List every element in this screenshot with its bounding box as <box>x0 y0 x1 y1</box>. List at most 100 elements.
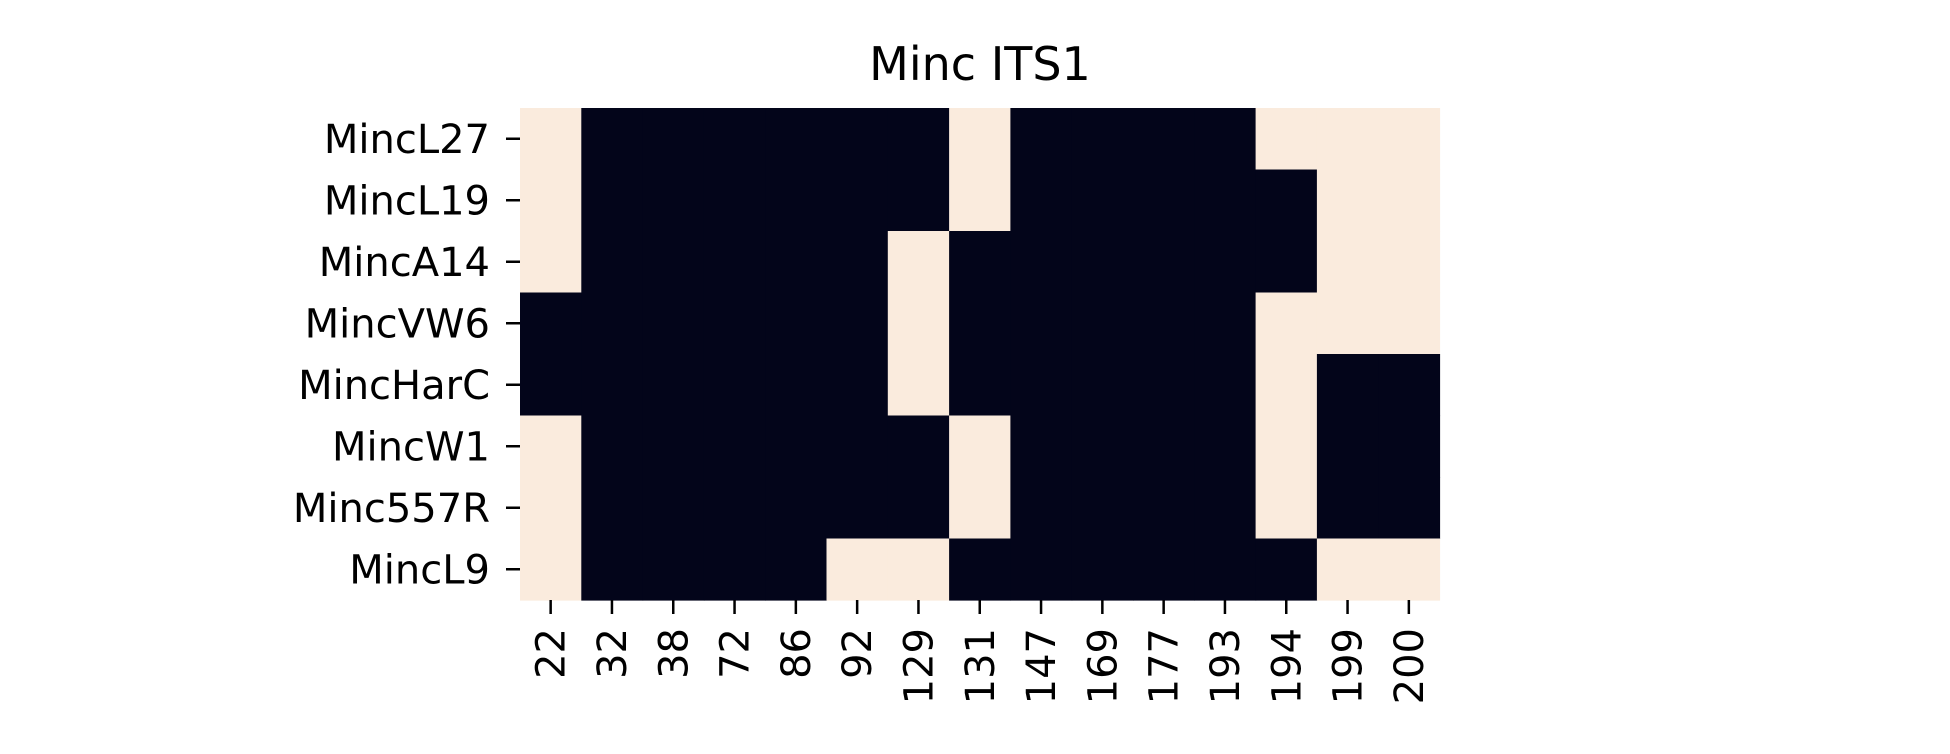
heatmap-cell-Minc557R-131 <box>949 477 1011 540</box>
heatmap-cell-MincA14-129 <box>887 231 950 294</box>
heatmap-cell-MincL19-177 <box>1133 169 1195 232</box>
heatmap-cell-MincL9-22 <box>520 538 582 601</box>
heatmap-cell-MincL19-193 <box>1194 169 1257 232</box>
heatmap-cell-MincW1-86 <box>765 415 828 478</box>
y-tick-label-MincL27: MincL27 <box>324 117 490 163</box>
x-tick-label-92: 92 <box>835 628 881 679</box>
heatmap-cell-MincW1-72 <box>703 415 766 478</box>
heatmap-cell-MincVW6-22 <box>520 292 582 355</box>
y-tick-label-MincVW6: MincVW6 <box>305 301 490 347</box>
heatmap-cell-MincVW6-32 <box>581 292 644 355</box>
heatmap-cell-MincA14-147 <box>1010 231 1073 294</box>
heatmap-cell-MincL9-129 <box>887 538 950 601</box>
heatmap-cell-MincW1-177 <box>1133 415 1195 478</box>
heatmap-cell-MincL19-92 <box>826 169 889 232</box>
heatmap-cell-MincL27-131 <box>949 108 1011 171</box>
heatmap-cell-MincA14-22 <box>520 231 582 294</box>
heatmap-cell-MincW1-22 <box>520 415 582 478</box>
heatmap-cell-MincA14-177 <box>1133 231 1195 294</box>
heatmap-cell-Minc557R-194 <box>1255 477 1318 540</box>
x-tick-label-194: 194 <box>1264 628 1310 704</box>
x-tick-label-193: 193 <box>1203 628 1249 704</box>
heatmap-cell-MincVW6-177 <box>1133 292 1195 355</box>
heatmap-cell-MincL27-86 <box>765 108 828 171</box>
heatmap-cell-MincA14-193 <box>1194 231 1257 294</box>
heatmap-cell-MincW1-169 <box>1071 415 1134 478</box>
heatmap-cell-MincL9-193 <box>1194 538 1257 601</box>
heatmap-cell-MincL9-72 <box>703 538 766 601</box>
heatmap-cell-Minc557R-22 <box>520 477 582 540</box>
heatmap-cell-MincL9-86 <box>765 538 828 601</box>
heatmap-cell-MincL9-131 <box>949 538 1011 601</box>
heatmap-cell-MincVW6-38 <box>642 292 705 355</box>
heatmap-cell-MincHarC-131 <box>949 354 1011 417</box>
heatmap-cell-MincA14-72 <box>703 231 766 294</box>
heatmap-cell-MincHarC-86 <box>765 354 828 417</box>
heatmap-cell-MincL9-199 <box>1316 538 1379 601</box>
heatmap-cell-MincL27-169 <box>1071 108 1134 171</box>
heatmap-cell-MincL27-200 <box>1378 108 1441 171</box>
y-tick-label-MincL9: MincL9 <box>349 547 490 593</box>
heatmap-cell-MincHarC-147 <box>1010 354 1073 417</box>
heatmap-cell-Minc557R-92 <box>826 477 889 540</box>
y-tick-label-MincW1: MincW1 <box>332 424 490 470</box>
heatmap-cell-MincHarC-199 <box>1316 354 1379 417</box>
chart-title: Minc ITS1 <box>869 37 1091 91</box>
heatmap-cell-MincVW6-200 <box>1378 292 1441 355</box>
heatmap-cell-MincVW6-131 <box>949 292 1011 355</box>
y-tick-label-MincA14: MincA14 <box>319 240 490 286</box>
heatmap-cell-MincW1-147 <box>1010 415 1073 478</box>
heatmap-cell-MincL19-72 <box>703 169 766 232</box>
heatmap-cell-MincL27-72 <box>703 108 766 171</box>
x-tick-label-199: 199 <box>1326 628 1372 704</box>
heatmap-cell-MincL19-129 <box>887 169 950 232</box>
heatmap-cell-MincHarC-22 <box>520 354 582 417</box>
heatmap-cell-MincHarC-32 <box>581 354 644 417</box>
x-tick-label-131: 131 <box>958 628 1004 704</box>
heatmap-cell-Minc557R-129 <box>887 477 950 540</box>
x-tick-label-177: 177 <box>1142 628 1188 704</box>
heatmap-cell-Minc557R-72 <box>703 477 766 540</box>
heatmap-cell-MincW1-92 <box>826 415 889 478</box>
heatmap-cell-MincW1-32 <box>581 415 644 478</box>
heatmap-cell-MincL27-22 <box>520 108 582 171</box>
heatmap-cells <box>520 108 1441 601</box>
x-tick-label-72: 72 <box>713 628 759 679</box>
heatmap-cell-MincHarC-194 <box>1255 354 1318 417</box>
heatmap-cell-MincHarC-72 <box>703 354 766 417</box>
heatmap-cell-MincW1-129 <box>887 415 950 478</box>
x-tick-label-86: 86 <box>774 628 820 679</box>
heatmap-cell-MincL27-32 <box>581 108 644 171</box>
heatmap-cell-MincL27-194 <box>1255 108 1318 171</box>
x-tick-label-129: 129 <box>896 628 942 704</box>
heatmap-cell-MincL19-199 <box>1316 169 1379 232</box>
x-tick-label-169: 169 <box>1080 628 1126 704</box>
x-tick-label-38: 38 <box>651 628 697 679</box>
x-tick-label-32: 32 <box>590 628 636 679</box>
heatmap-cell-MincL27-177 <box>1133 108 1195 171</box>
heatmap-cell-MincW1-199 <box>1316 415 1379 478</box>
heatmap-cell-MincA14-86 <box>765 231 828 294</box>
heatmap-cell-Minc557R-86 <box>765 477 828 540</box>
heatmap-cell-MincHarC-38 <box>642 354 705 417</box>
heatmap-cell-MincA14-92 <box>826 231 889 294</box>
heatmap-cell-MincL27-147 <box>1010 108 1073 171</box>
heatmap-cell-MincL9-38 <box>642 538 705 601</box>
heatmap-cell-MincVW6-92 <box>826 292 889 355</box>
y-tick-label-Minc557R: Minc557R <box>293 486 490 532</box>
y-axis: MincL27 MincL19 MincA14 MincVW6 MincHarC Minc… <box>293 117 520 593</box>
heatmap-cell-MincW1-200 <box>1378 415 1441 478</box>
heatmap-cell-MincL27-199 <box>1316 108 1379 171</box>
heatmap-cell-MincVW6-194 <box>1255 292 1318 355</box>
heatmap-cell-MincVW6-86 <box>765 292 828 355</box>
heatmap-cell-MincL19-147 <box>1010 169 1073 232</box>
heatmap-cell-Minc557R-199 <box>1316 477 1379 540</box>
heatmap-cell-MincA14-169 <box>1071 231 1134 294</box>
heatmap-cell-MincA14-38 <box>642 231 705 294</box>
heatmap-cell-Minc557R-169 <box>1071 477 1134 540</box>
heatmap-cell-Minc557R-193 <box>1194 477 1257 540</box>
heatmap-cell-MincW1-194 <box>1255 415 1318 478</box>
heatmap-cell-MincVW6-147 <box>1010 292 1073 355</box>
heatmap-cell-MincHarC-129 <box>887 354 950 417</box>
